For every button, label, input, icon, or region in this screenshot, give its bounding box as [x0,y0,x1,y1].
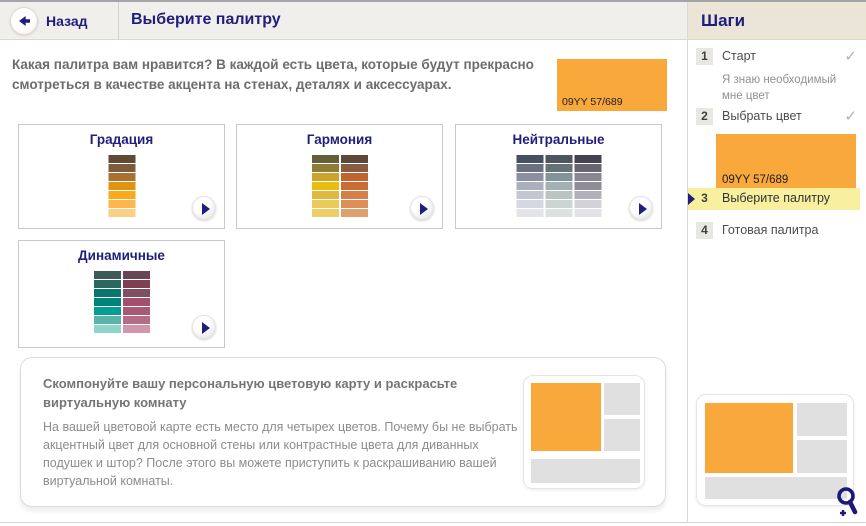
play-button[interactable] [410,196,434,220]
palette-swatch-grid [108,155,135,217]
page-title: Выберите палитру [131,11,281,28]
step-number: 1 [696,48,713,65]
color-card-slot-1 [797,403,847,436]
back-button[interactable]: Назад [10,5,88,37]
step-label: Готовая палитра [722,223,819,237]
play-icon [639,203,647,215]
steps-sidebar: Шаги 1 Старт ✓ Я знаю необходимый мне цв… [687,2,866,522]
sidebar-color-code: 09YY 57/689 [722,174,789,186]
step-number: 4 [696,222,713,239]
step-1-note: Я знаю необходимый мне цвет [722,74,837,103]
intro-text: Какая палитра вам нравится? В каждой ест… [12,57,534,93]
back-arrow-icon [10,7,38,35]
play-button[interactable] [192,196,216,220]
play-icon [202,203,210,215]
color-card-slot-1 [604,383,640,415]
palette-swatch-grid [93,271,150,333]
palette-card-harmony[interactable]: Гармония [236,124,443,229]
color-card-slot-2 [604,419,640,451]
current-step-pointer-icon [688,193,695,205]
step-number: 3 [701,191,708,205]
color-card-accent-area [705,403,793,473]
color-card-slot-3 [705,477,847,499]
check-icon: ✓ [844,108,857,125]
check-icon: ✓ [844,48,857,65]
palette-card-title: Гармония [306,132,373,147]
zoom-magnifier-icon[interactable] [833,486,859,523]
color-card-preview-small [696,394,854,506]
sidebar-title: Шаги [701,11,746,30]
step-4-final-palette[interactable]: 4 Готовая палитра [688,220,866,242]
palette-card-gradation[interactable]: Градация [18,124,225,229]
main-header: Назад Выберите палитру [0,2,688,40]
color-card-accent-area [531,383,601,451]
step-label: Старт [722,49,756,63]
color-card-slot-2 [797,440,847,473]
step-2-choose-color[interactable]: 2 Выбрать цвет ✓ [688,106,866,128]
header-divider [118,2,119,40]
compose-body: На вашей цветовой карте есть место для ч… [43,420,518,489]
step-3-choose-palette[interactable]: 3 Выберите палитру [688,188,860,210]
step-number: 2 [696,108,713,125]
palette-card-title: Градация [89,132,154,147]
play-icon [202,322,210,334]
color-card-preview [523,375,645,489]
sidebar-header: Шаги [688,2,866,40]
step-1-start[interactable]: 1 Старт ✓ [688,46,866,68]
step-label: Выбрать цвет [722,109,802,123]
color-card-slot-3 [531,459,640,483]
compose-info-box: Скомпонуйте вашу персональную цветовую к… [20,357,666,507]
palette-swatch-grid [311,155,368,217]
play-button[interactable] [192,315,216,339]
footer-divider [0,522,866,526]
palette-card-neutrals[interactable]: Нейтральные [455,124,662,229]
compose-heading: Скомпонуйте вашу персональную цветовую к… [43,376,458,410]
selected-color-code: 09YY 57/689 [562,96,623,108]
palette-card-dynamic[interactable]: Динамичные [18,240,225,348]
palette-card-title: Нейтральные [512,132,605,147]
back-button-label: Назад [46,13,88,29]
palette-card-title: Динамичные [78,248,165,263]
play-icon [420,203,428,215]
sidebar-color-swatch: 09YY 57/689 [716,134,856,189]
step-label: Выберите палитру [722,191,831,205]
selected-color-swatch: 09YY 57/689 [557,59,667,111]
play-button[interactable] [629,196,653,220]
palette-swatch-grid [516,155,601,217]
